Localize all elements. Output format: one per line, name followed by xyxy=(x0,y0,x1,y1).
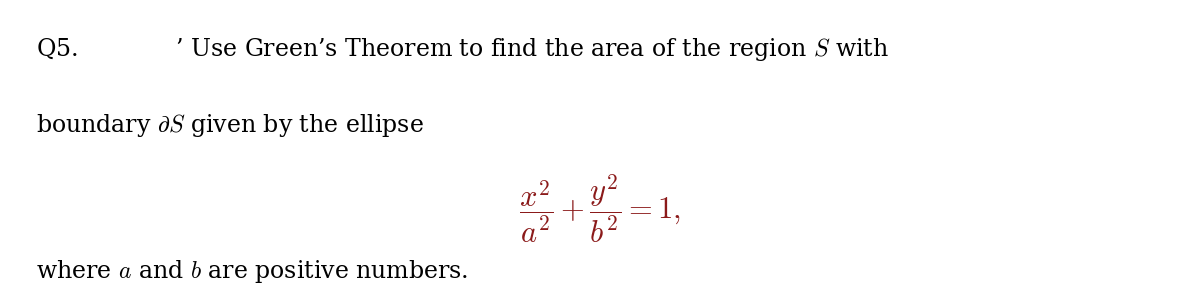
Text: boundary $\partial \mathit{S}$ given by the ellipse: boundary $\partial \mathit{S}$ given by … xyxy=(36,112,424,139)
Text: where $\mathit{a}$ and $\mathit{b}$ are positive numbers.: where $\mathit{a}$ and $\mathit{b}$ are … xyxy=(36,258,468,284)
Text: Q5.             ’ Use Green’s Theorem to find the area of the region $\mathit{S}: Q5. ’ Use Green’s Theorem to find the ar… xyxy=(36,36,889,62)
Text: $\dfrac{x^2}{a^2} + \dfrac{y^2}{b^2} = 1,$: $\dfrac{x^2}{a^2} + \dfrac{y^2}{b^2} = 1… xyxy=(520,172,680,244)
